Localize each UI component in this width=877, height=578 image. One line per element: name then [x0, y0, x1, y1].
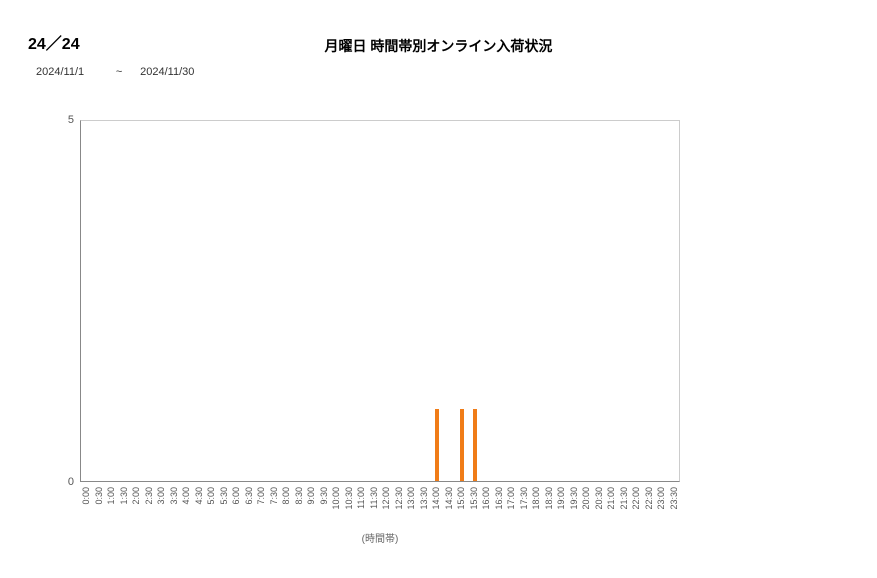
- x-tick-label: 12:30: [394, 487, 404, 510]
- hourly-arrivals-chart: 0:000:301:001:302:002:303:003:304:004:30…: [60, 120, 680, 520]
- x-tick-label: 1:00: [106, 487, 116, 505]
- x-tick-label: 6:30: [244, 487, 254, 505]
- x-tick-label: 15:30: [469, 487, 479, 510]
- x-tick-label: 10:00: [331, 487, 341, 510]
- chart-bar: [473, 409, 477, 481]
- x-tick-label: 23:00: [656, 487, 666, 510]
- x-tick-label: 19:30: [569, 487, 579, 510]
- x-tick-label: 22:00: [631, 487, 641, 510]
- x-tick-label: 19:00: [556, 487, 566, 510]
- x-tick-label: 7:00: [256, 487, 266, 505]
- x-tick-label: 20:30: [594, 487, 604, 510]
- x-tick-label: 23:30: [669, 487, 679, 510]
- x-tick-label: 8:00: [281, 487, 291, 505]
- y-tick-label: 0: [68, 476, 74, 488]
- x-tick-label: 0:00: [81, 487, 91, 505]
- x-tick-label: 0:30: [94, 487, 104, 505]
- x-tick-label: 2:30: [144, 487, 154, 505]
- x-tick-label: 14:00: [431, 487, 441, 510]
- x-tick-label: 9:00: [306, 487, 316, 505]
- x-tick-label: 16:30: [494, 487, 504, 510]
- chart-title: 月曜日 時間帯別オンライン入荷状況: [0, 36, 877, 56]
- x-tick-label: 17:30: [519, 487, 529, 510]
- x-tick-label: 15:00: [456, 487, 466, 510]
- x-tick-label: 2:00: [131, 487, 141, 505]
- report-page: 24／24 月曜日 時間帯別オンライン入荷状況 2024/11/1 ~ 2024…: [0, 0, 877, 578]
- x-tick-label: 11:00: [356, 487, 366, 509]
- x-tick-label: 17:00: [506, 487, 516, 510]
- x-tick-label: 18:30: [544, 487, 554, 510]
- x-tick-label: 1:30: [119, 487, 129, 505]
- x-tick-label: 20:00: [581, 487, 591, 510]
- x-tick-label: 14:30: [444, 487, 454, 510]
- date-to: 2024/11/30: [140, 66, 194, 78]
- x-tick-label: 4:30: [194, 487, 204, 505]
- chart-bar: [460, 409, 464, 481]
- x-tick-label: 8:30: [294, 487, 304, 505]
- x-axis-title: (時間帯): [80, 530, 680, 545]
- x-tick-label: 11:30: [369, 487, 379, 509]
- x-tick-label: 21:00: [606, 487, 616, 510]
- x-tick-label: 22:30: [644, 487, 654, 510]
- y-tick-label: 5: [68, 114, 74, 126]
- x-tick-label: 13:30: [419, 487, 429, 510]
- x-tick-label: 21:30: [619, 487, 629, 510]
- chart-plot-area: [80, 120, 680, 482]
- x-tick-label: 5:00: [206, 487, 216, 505]
- date-range-separator: ~: [109, 66, 129, 78]
- x-tick-label: 13:00: [406, 487, 416, 510]
- x-tick-label: 6:00: [231, 487, 241, 505]
- x-tick-label: 3:30: [169, 487, 179, 505]
- x-tick-label: 18:00: [531, 487, 541, 510]
- x-tick-label: 7:30: [269, 487, 279, 505]
- x-tick-label: 16:00: [481, 487, 491, 510]
- x-tick-label: 5:30: [219, 487, 229, 505]
- x-tick-label: 10:30: [344, 487, 354, 510]
- x-tick-label: 12:00: [381, 487, 391, 510]
- date-range: 2024/11/1 ~ 2024/11/30: [36, 66, 194, 78]
- x-tick-label: 9:30: [319, 487, 329, 505]
- x-tick-label: 4:00: [181, 487, 191, 505]
- chart-bar: [435, 409, 439, 481]
- x-tick-label: 3:00: [156, 487, 166, 505]
- date-from: 2024/11/1: [36, 66, 106, 78]
